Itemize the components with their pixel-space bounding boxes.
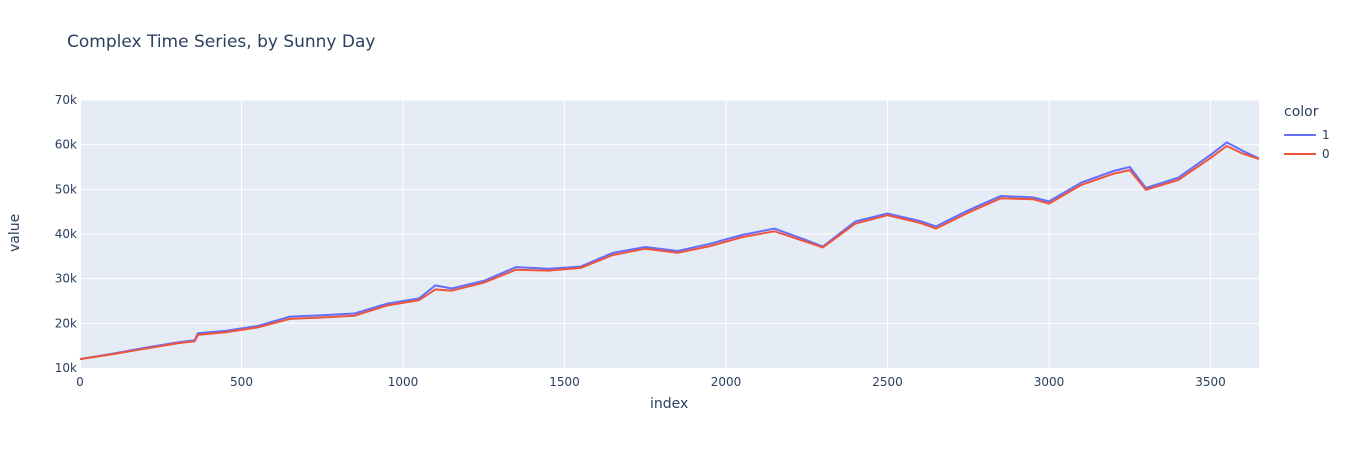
y-tick-label: 40k [55, 227, 77, 241]
legend-title: color [1284, 104, 1319, 120]
legend-swatch [1284, 133, 1316, 136]
y-tick-label: 50k [55, 182, 77, 196]
x-tick-label: 3500 [1195, 375, 1226, 389]
x-tick-label: 0 [76, 375, 84, 389]
x-tick-label: 2500 [872, 375, 903, 389]
y-axis-title: value [7, 213, 23, 252]
series-lines [79, 141, 1260, 361]
grid-lines [79, 99, 1259, 368]
legend-label: 1 [1322, 127, 1330, 142]
x-axis-title: index [650, 396, 689, 412]
chart-title: Complex Time Series, by Sunny Day [67, 32, 376, 52]
y-tick-label: 60k [55, 138, 77, 152]
legend-label: 0 [1322, 146, 1330, 161]
y-tick-label: 20k [55, 316, 77, 330]
x-tick-label: 500 [230, 375, 253, 389]
legend-swatch [1284, 152, 1316, 155]
x-tick-label: 1000 [388, 375, 419, 389]
y-tick-label: 10k [55, 361, 77, 375]
x-tick-label: 1500 [549, 375, 580, 389]
y-tick-label: 30k [55, 272, 77, 286]
x-tick-label: 3000 [1034, 375, 1065, 389]
legend: color 1 0 [1284, 104, 1330, 163]
series-line-1 [79, 141, 1260, 361]
tick-labels: 0 500 1000 1500 2000 2500 3000 3500 10k 20k 30k 40k… [55, 93, 1226, 389]
legend-item-series-0[interactable]: 0 [1284, 144, 1330, 163]
y-tick-label: 70k [55, 93, 77, 107]
legend-item-series-1[interactable]: 1 [1284, 125, 1330, 144]
series-line-0 [79, 145, 1260, 361]
x-tick-label: 2000 [711, 375, 742, 389]
